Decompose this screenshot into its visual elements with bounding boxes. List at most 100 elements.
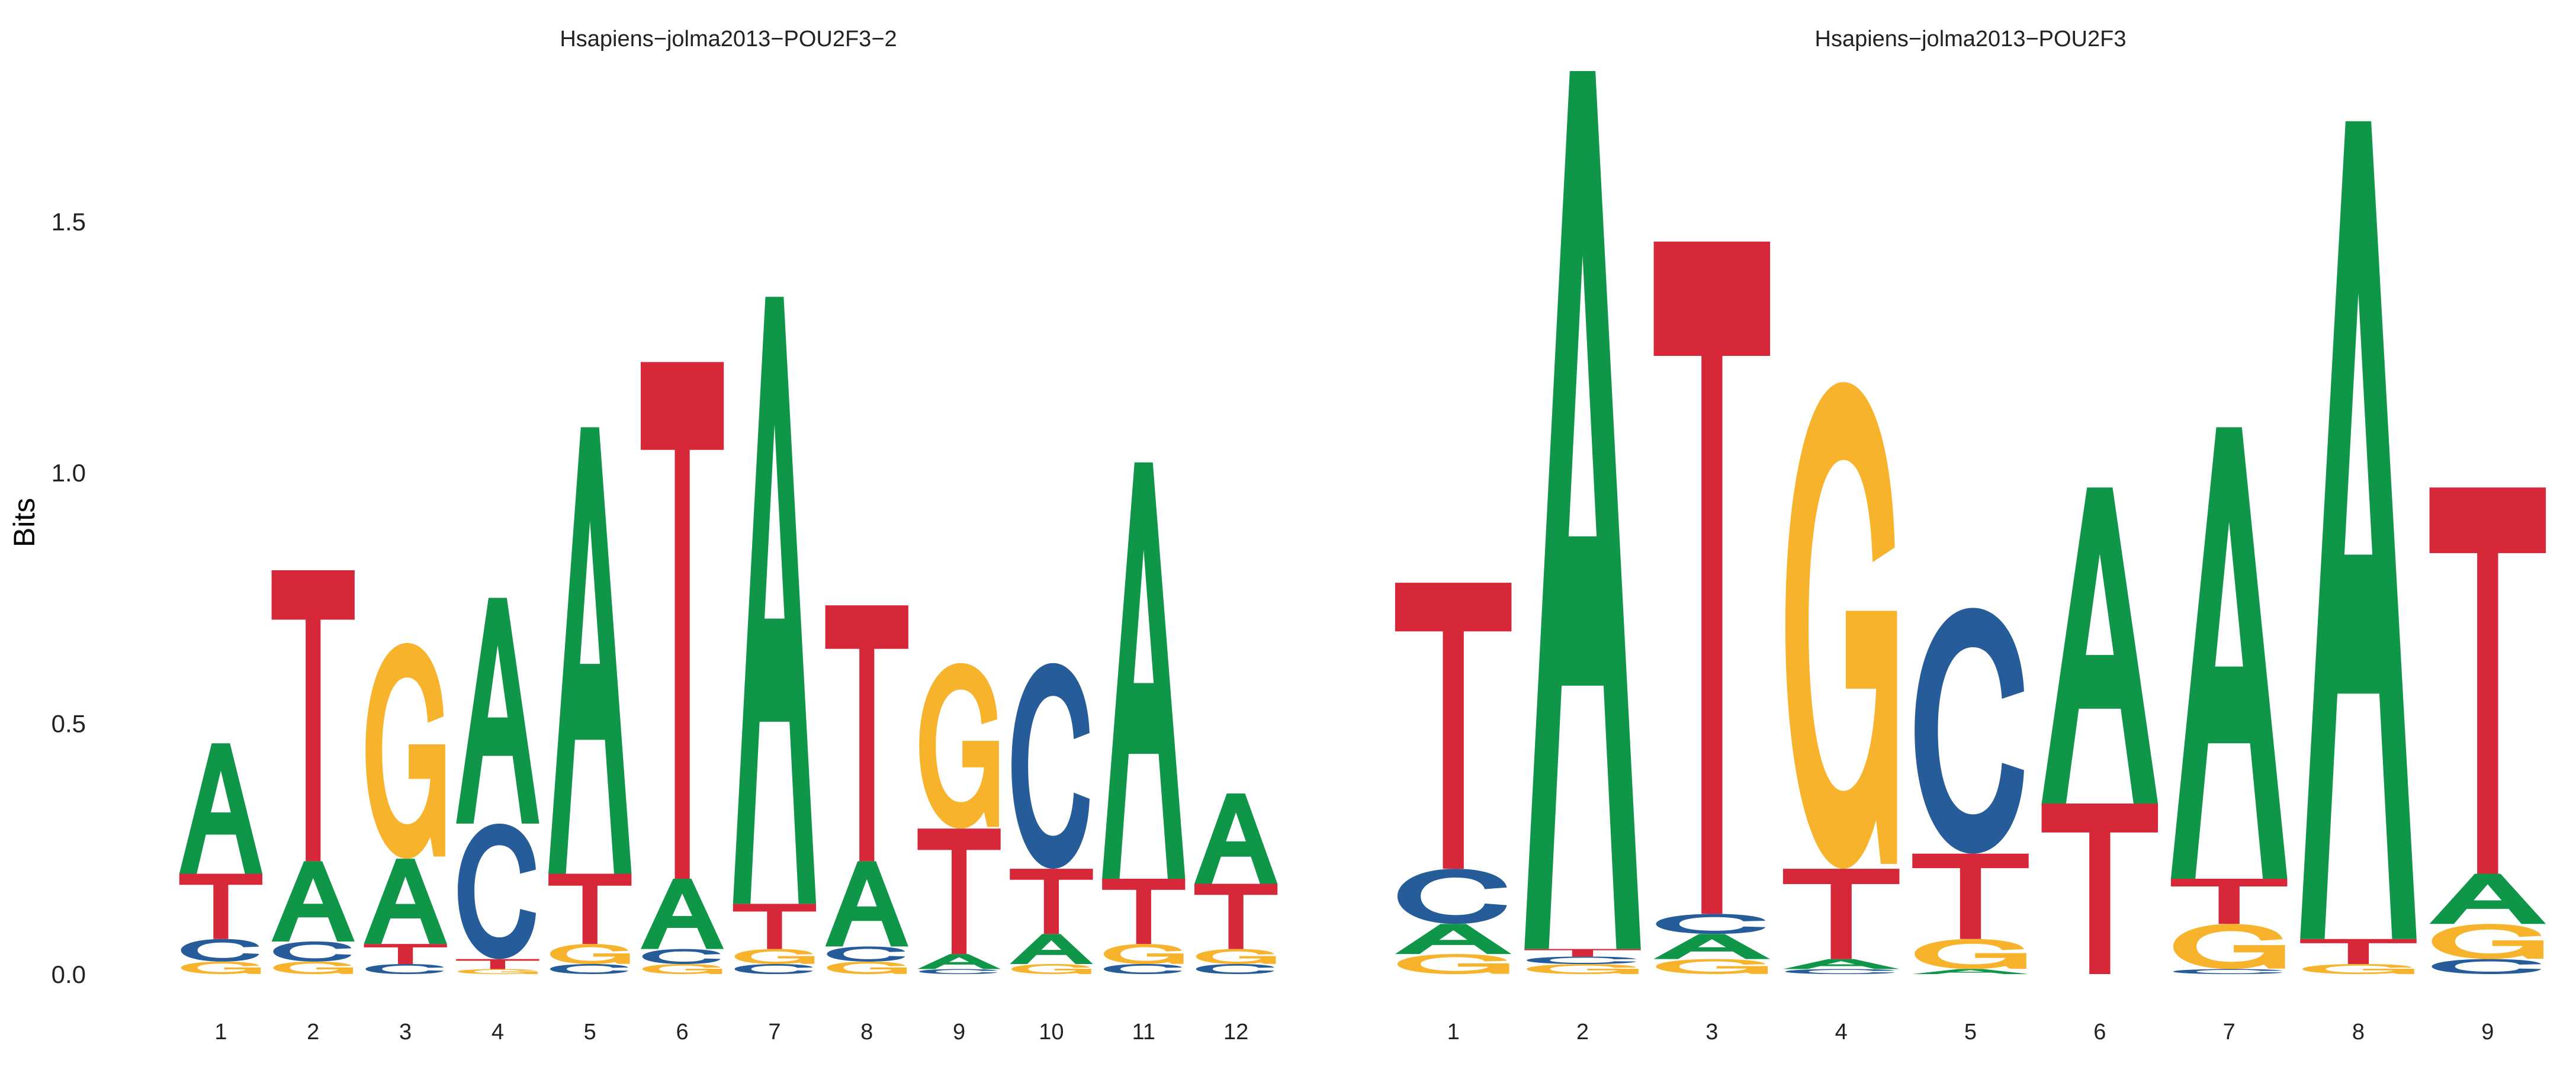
logo-letter-T bbox=[917, 828, 1001, 955]
logo-letter-C bbox=[919, 969, 998, 974]
x-tick-label: 4 bbox=[492, 1020, 504, 1045]
logo-letter-T bbox=[825, 605, 908, 862]
x-tick-label: 3 bbox=[399, 1020, 412, 1045]
logo-letter-A bbox=[271, 861, 355, 942]
logo-letter-A bbox=[640, 879, 724, 949]
logo-letter-A bbox=[917, 954, 1001, 969]
logo-letter-A bbox=[1102, 462, 1186, 879]
logo-panel-1: Hsapiens−jolma2013−POU2F3−21 2 3 4 5 6 7 8 9 10 11… bbox=[179, 27, 1278, 1045]
x-tick-label: 4 bbox=[1835, 1020, 1848, 1045]
x-tick-label: 1 bbox=[214, 1020, 227, 1045]
logo-letter-T bbox=[2170, 879, 2288, 924]
logo-letter-T bbox=[179, 873, 263, 939]
logo-letter-A bbox=[825, 861, 908, 947]
logo-letter-A bbox=[1010, 934, 1093, 965]
logo-letter-A bbox=[1782, 959, 1900, 969]
logo-letter-G bbox=[2173, 924, 2285, 969]
logo-letter-A bbox=[1395, 924, 1512, 955]
logo-letter-C bbox=[1785, 969, 1895, 974]
logo-letter-A bbox=[1912, 969, 2029, 974]
logo-letter-T bbox=[1524, 949, 1641, 957]
logo-letter-A bbox=[2300, 121, 2417, 939]
y-axis-label: Bits bbox=[8, 498, 41, 547]
logo-letter-C bbox=[827, 946, 905, 962]
logo-letter-T bbox=[2429, 487, 2546, 874]
logo-letter-C bbox=[1915, 608, 2024, 854]
x-tick-label: 11 bbox=[1132, 1020, 1155, 1045]
logo-letter-C bbox=[2432, 959, 2542, 974]
logo-letter-C bbox=[1656, 914, 1766, 934]
logo-letter-T bbox=[2300, 939, 2417, 965]
logo-letter-C bbox=[1011, 663, 1090, 869]
y-tick-label: 0.0 bbox=[52, 960, 86, 988]
logo-letter-T bbox=[733, 904, 817, 949]
logo-letter-G bbox=[1527, 964, 1639, 974]
x-tick-label: 8 bbox=[2352, 1020, 2365, 1045]
y-tick-label: 0.5 bbox=[52, 709, 86, 737]
x-tick-label: 7 bbox=[768, 1020, 780, 1045]
logo-letter-A bbox=[1653, 934, 1771, 959]
x-tick-label: 2 bbox=[1576, 1020, 1589, 1045]
logo-letter-A bbox=[1194, 793, 1278, 884]
logo-letter-T bbox=[271, 570, 355, 862]
x-tick-label: 5 bbox=[584, 1020, 596, 1045]
x-tick-label: 1 bbox=[1447, 1020, 1460, 1045]
logo-letter-T bbox=[2041, 803, 2159, 974]
logo-letter-G bbox=[1103, 944, 1184, 965]
x-tick-label: 8 bbox=[860, 1020, 873, 1045]
logo-letter-T bbox=[1912, 853, 2029, 939]
panel-title: Hsapiens−jolma2013−POU2F3 bbox=[1815, 27, 2127, 52]
logo-letter-C bbox=[642, 949, 721, 965]
y-tick-label: 1.0 bbox=[52, 459, 86, 487]
logo-letter-A bbox=[456, 597, 539, 824]
logo-letter-A bbox=[179, 743, 263, 874]
logo-letter-G bbox=[365, 642, 445, 859]
logo-letter-C bbox=[273, 941, 352, 962]
logo-letter-A bbox=[548, 427, 632, 874]
logo-letter-C bbox=[550, 964, 628, 974]
logo-letter-A bbox=[2041, 487, 2159, 804]
logo-letter-G bbox=[1397, 954, 1509, 974]
logo-letter-G bbox=[458, 969, 538, 974]
logo-letter-G bbox=[1196, 949, 1276, 965]
logo-letter-A bbox=[1524, 71, 1641, 949]
x-tick-label: 7 bbox=[2223, 1020, 2235, 1045]
x-tick-label: 2 bbox=[307, 1020, 319, 1045]
logo-letter-A bbox=[2170, 427, 2288, 879]
logo-letter-G bbox=[642, 964, 722, 974]
logo-letter-C bbox=[1196, 964, 1274, 974]
logo-letter-G bbox=[1915, 939, 2026, 969]
x-tick-label: 9 bbox=[2481, 1020, 2494, 1045]
logo-letter-C bbox=[365, 964, 444, 974]
logo-letter-G bbox=[734, 949, 815, 965]
logo-letter-C bbox=[458, 823, 536, 959]
logo-letter-T bbox=[1102, 879, 1186, 944]
y-tick-labels: 0.0 0.5 1.0 1.5 bbox=[52, 208, 86, 988]
y-tick-label: 1.5 bbox=[52, 208, 86, 236]
logo-letter-T bbox=[1653, 242, 1771, 914]
y-axis: Bits 0.0 0.5 1.0 1.5 bbox=[8, 208, 86, 988]
logo-letter-C bbox=[1103, 964, 1182, 974]
logo-letter-C bbox=[1527, 956, 1636, 965]
logo-letter-A bbox=[2429, 873, 2546, 924]
logo-letter-T bbox=[640, 362, 724, 879]
panel-title: Hsapiens−jolma2013−POU2F3−2 bbox=[560, 27, 897, 52]
logo-letter-T bbox=[1194, 883, 1278, 949]
x-tick-label: 6 bbox=[676, 1020, 689, 1045]
logo-letter-T bbox=[456, 959, 539, 969]
logo-letter-G bbox=[181, 961, 261, 974]
logo-letter-T bbox=[1395, 583, 1512, 869]
x-tick-label: 10 bbox=[1039, 1020, 1064, 1045]
x-tick-label: 6 bbox=[2093, 1020, 2106, 1045]
logo-letter-G bbox=[1011, 964, 1091, 974]
logo-panels: Hsapiens−jolma2013−POU2F3−21 2 3 4 5 6 7 8 9 10 11… bbox=[179, 27, 2546, 1045]
logo-letter-G bbox=[2302, 964, 2414, 974]
logo-letter-A bbox=[364, 859, 447, 944]
logo-letter-G bbox=[550, 944, 630, 965]
x-tick-label: 3 bbox=[1705, 1020, 1718, 1045]
logo-letter-G bbox=[827, 961, 907, 974]
logo-letter-T bbox=[1782, 869, 1900, 959]
logo-letter-G bbox=[2432, 924, 2544, 959]
